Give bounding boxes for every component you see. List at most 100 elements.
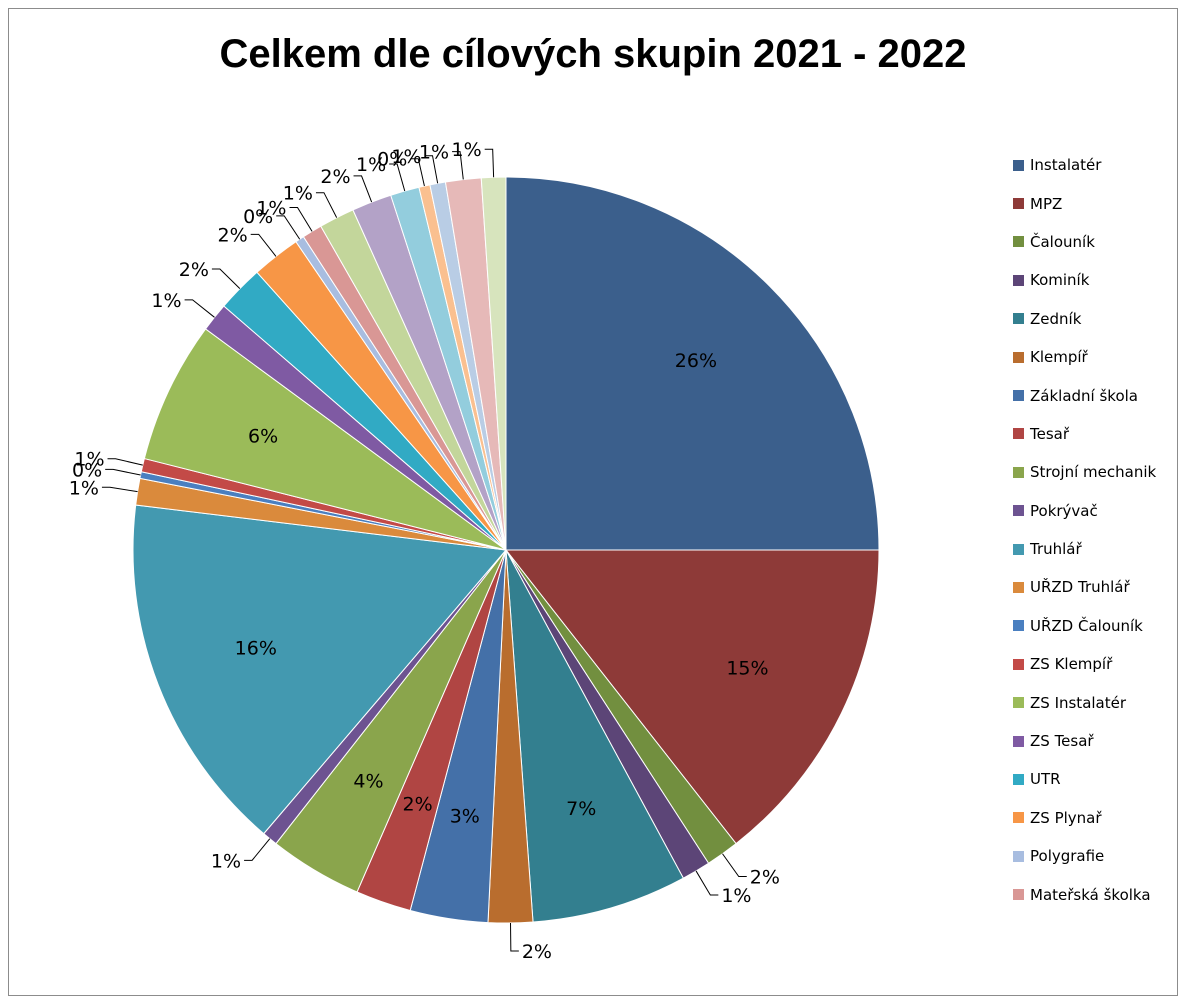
leader-line <box>315 192 338 218</box>
legend-item: ZS Instalatér <box>1013 683 1183 721</box>
slice-label: 1% <box>211 850 241 872</box>
legend-swatch <box>1013 620 1024 632</box>
leader-line <box>107 458 143 466</box>
slice-label: 0% <box>243 206 273 228</box>
legend-label: Tesař <box>1030 424 1070 443</box>
legend-item: Čalouník <box>1013 223 1183 261</box>
chart-legend: Instalatér MPZ Čalouník Kominík Zedník Klempí… <box>1013 146 1183 914</box>
legend-label: ZS Klempíř <box>1030 655 1113 674</box>
pie-slice <box>504 549 880 845</box>
legend-item: Truhlář <box>1013 530 1183 568</box>
legend-item: Kominík <box>1013 261 1183 299</box>
legend-label: Truhlář <box>1030 540 1082 559</box>
legend-item: UŘZD Truhlář <box>1013 568 1183 606</box>
legend-label: ZS Instalatér <box>1030 693 1127 712</box>
legend-swatch <box>1013 428 1024 440</box>
leader-line <box>695 870 719 896</box>
legend-item: Zedník <box>1013 300 1183 338</box>
legend-item: Klempíř <box>1013 338 1183 376</box>
leader-line <box>389 163 406 192</box>
legend-swatch <box>1013 198 1024 210</box>
slice-label: 0% <box>377 149 407 171</box>
leader-line <box>250 233 277 257</box>
slice-label: 2% <box>218 224 248 246</box>
slice-label: 1% <box>721 885 751 907</box>
slice-label: 1% <box>391 146 421 168</box>
slice-label: 2% <box>750 867 780 889</box>
legend-swatch <box>1013 543 1024 555</box>
slice-label: 1% <box>452 139 482 161</box>
pie-slice <box>505 176 880 551</box>
legend-swatch <box>1013 812 1024 824</box>
legend-swatch <box>1013 850 1024 862</box>
legend-item: Tesař <box>1013 415 1183 453</box>
legend-label: Polygrafie <box>1030 847 1105 866</box>
legend-swatch <box>1013 773 1024 785</box>
leader-line <box>353 175 373 203</box>
legend-label: Základní škola <box>1030 386 1138 405</box>
slice-label: 0% <box>72 459 102 481</box>
slice-label: 6% <box>248 425 278 447</box>
legend-label: Strojní mechanik <box>1030 463 1157 482</box>
slice-label: 2% <box>179 259 209 281</box>
legend-label: Mateřská školka <box>1030 885 1151 904</box>
leader-line <box>244 838 271 861</box>
slice-label: 1% <box>356 154 386 176</box>
leader-line <box>105 468 141 476</box>
legend-label: Klempíř <box>1030 348 1088 367</box>
legend-label: Kominík <box>1030 271 1090 290</box>
legend-swatch <box>1013 889 1024 901</box>
legend-label: Zedník <box>1030 309 1082 328</box>
legend-swatch <box>1013 581 1024 593</box>
legend-label: ZS Tesař <box>1030 732 1094 751</box>
slice-label: 1% <box>256 197 286 219</box>
slice-label: 16% <box>235 638 277 660</box>
legend-item: Instalatér <box>1013 146 1183 184</box>
legend-label: MPZ <box>1030 194 1063 213</box>
legend-item: ZS Klempíř <box>1013 645 1183 683</box>
slice-label: 2% <box>522 941 552 963</box>
slice-label: 1% <box>419 142 449 164</box>
slice-label: 2% <box>403 794 433 816</box>
legend-label: UTR <box>1030 770 1061 789</box>
legend-item: MPZ <box>1013 184 1183 222</box>
slice-label: 26% <box>675 350 717 372</box>
slice-label: 15% <box>726 658 768 680</box>
legend-swatch <box>1013 658 1024 670</box>
legend-swatch <box>1013 697 1024 709</box>
slice-label: 1% <box>151 290 181 312</box>
pie-slice <box>505 549 684 923</box>
legend-swatch <box>1013 159 1024 171</box>
legend-swatch <box>1013 274 1024 286</box>
legend-swatch <box>1013 466 1024 478</box>
slice-label: 2% <box>320 166 350 188</box>
leader-line <box>510 922 519 952</box>
pie-slice <box>143 328 507 551</box>
leader-line <box>452 151 464 180</box>
legend-label: ZS Plynař <box>1030 808 1102 827</box>
pie-slice <box>132 504 507 835</box>
leader-line <box>484 148 495 178</box>
legend-label: UŘZD Čalouník <box>1030 616 1143 635</box>
legend-item: ZS Tesař <box>1013 722 1183 760</box>
slice-label: 4% <box>353 771 383 793</box>
legend-item: UTR <box>1013 760 1183 798</box>
chart-title: Celkem dle cílových skupin 2021 - 2022 <box>219 32 967 76</box>
legend-item: Základní škola <box>1013 376 1183 414</box>
leader-line <box>424 155 439 184</box>
legend-label: Instalatér <box>1030 156 1102 175</box>
slice-label: 7% <box>566 798 596 820</box>
leader-line <box>276 215 301 240</box>
legend-swatch <box>1013 735 1024 747</box>
legend-swatch <box>1013 236 1024 248</box>
leader-line <box>184 299 215 318</box>
slice-label: 3% <box>450 805 480 827</box>
legend-label: Pokrývač <box>1030 501 1098 520</box>
slice-label: 1% <box>74 449 104 471</box>
legend-swatch <box>1013 351 1024 363</box>
leader-line <box>101 486 138 493</box>
slice-label: 1% <box>69 477 99 499</box>
leader-line <box>722 853 747 878</box>
legend-item: UŘZD Čalouník <box>1013 607 1183 645</box>
legend-label: Čalouník <box>1030 232 1095 251</box>
